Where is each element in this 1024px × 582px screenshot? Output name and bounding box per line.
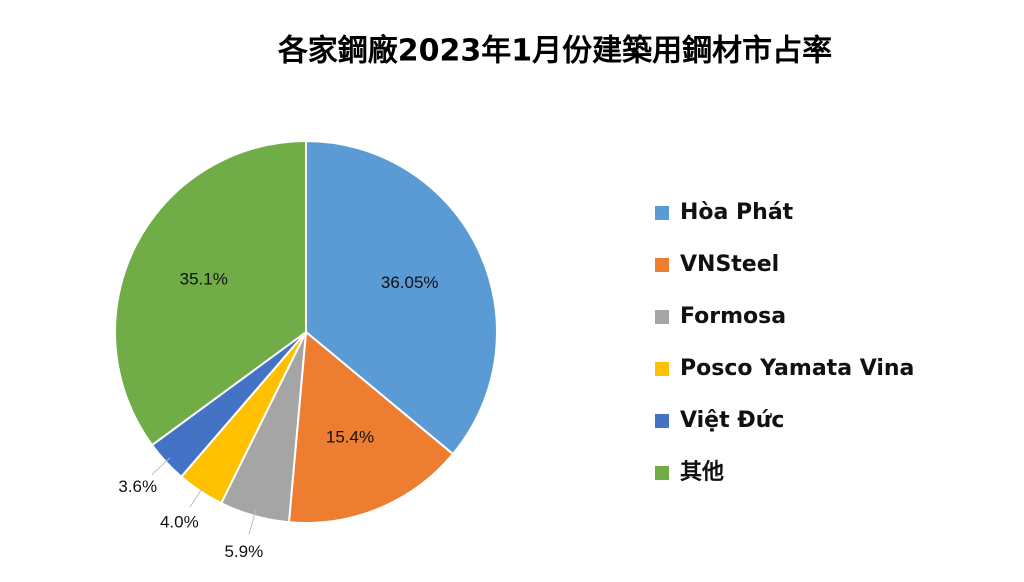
leader-line [248,510,257,535]
chart-title: 各家鋼廠2023年1月份建築用鋼材市占率 [277,34,832,69]
data-label: 15.4% [326,427,374,446]
pie-slice [114,139,307,447]
data-label: 3.6% [118,477,157,496]
legend-label: Hòa Phát [680,200,794,225]
leader-line [189,486,205,508]
pie-slice [287,330,455,524]
data-label: 36.05% [381,273,439,292]
legend-swatch [655,310,669,324]
leader-line [151,457,171,476]
legend-label: 其他 [680,460,724,485]
pie-slice [305,139,498,456]
legend-label: Posco Yamata Vina [680,356,914,381]
legend-swatch [655,466,669,480]
legend-label: Việt Đức [680,408,784,433]
legend-label: VNSteel [680,252,779,277]
legend-swatch [655,414,669,428]
legend-swatch [655,206,669,220]
data-label: 5.9% [224,542,263,561]
legend-swatch [655,258,669,272]
data-label: 35.1% [180,270,228,289]
legend-label: Formosa [680,304,786,329]
legend-swatch [655,362,669,376]
data-label: 4.0% [160,512,199,531]
